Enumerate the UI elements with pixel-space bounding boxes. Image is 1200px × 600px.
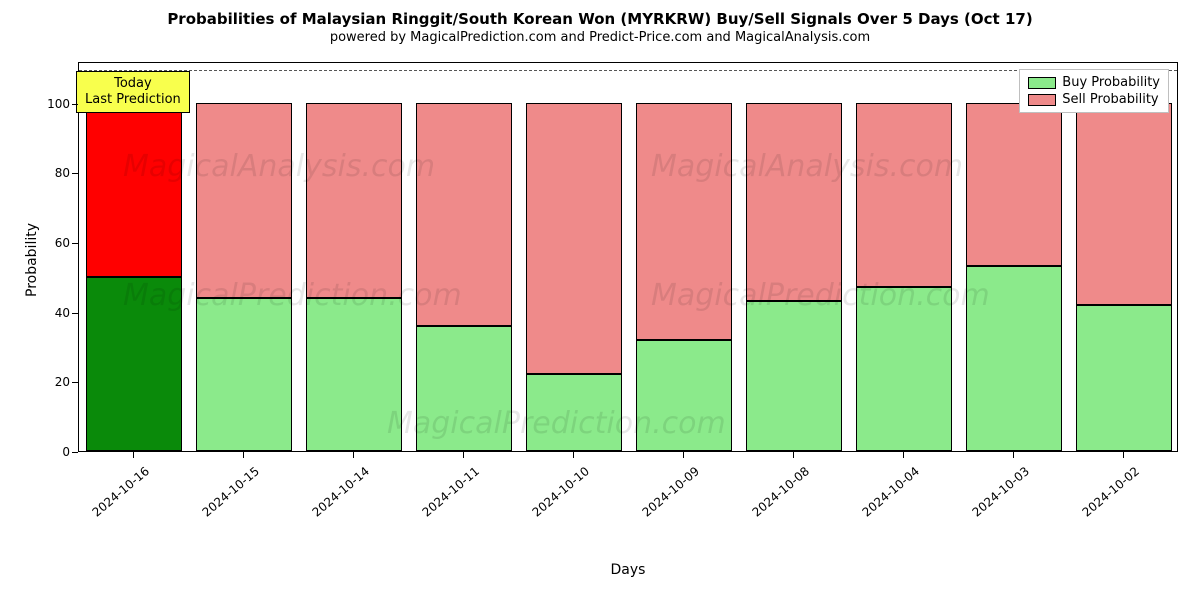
bar-group [526,61,623,451]
bar-sell [636,103,733,340]
bar-buy [746,301,843,451]
bar-buy [856,287,953,451]
bar-buy [1076,305,1173,451]
x-tick-mark [903,452,904,458]
y-tick-label: 20 [30,375,70,389]
bar-group [196,61,293,451]
y-tick-mark [72,313,78,314]
annotation-line: Today [85,76,181,92]
x-tick-mark [1013,452,1014,458]
x-tick-label: 2024-10-14 [309,464,372,520]
bar-buy [636,340,733,451]
y-tick-label: 40 [30,306,70,320]
x-tick-label: 2024-10-09 [639,464,702,520]
bar-group [746,61,843,451]
legend-swatch [1028,94,1056,106]
x-tick-label: 2024-10-11 [419,464,482,520]
bar-group [636,61,733,451]
y-tick-label: 100 [30,97,70,111]
x-tick-label: 2024-10-02 [1079,464,1142,520]
bar-buy [966,266,1063,451]
threshold-line [79,70,1177,71]
legend-label: Sell Probability [1062,92,1158,107]
y-tick-label: 0 [30,445,70,459]
bar-sell [86,103,183,277]
x-tick-label: 2024-10-15 [199,464,262,520]
x-tick-mark [1123,452,1124,458]
bar-buy [416,326,513,451]
x-tick-label: 2024-10-16 [89,464,152,520]
legend-item: Buy Probability [1028,74,1160,91]
legend-swatch [1028,77,1056,89]
bar-buy [526,374,623,451]
y-tick-mark [72,243,78,244]
plot-area: TodayLast Prediction Buy Probability Sell … [78,62,1178,452]
bar-group [856,61,953,451]
bar-group [306,61,403,451]
y-tick-label: 80 [30,166,70,180]
bar-buy [306,298,403,451]
legend: Buy Probability Sell Probability [1019,69,1169,113]
bar-sell [966,103,1063,267]
x-tick-label: 2024-10-10 [529,464,592,520]
x-tick-mark [133,452,134,458]
bar-sell [526,103,623,375]
y-tick-mark [72,452,78,453]
bar-sell [196,103,293,298]
bar-buy [86,277,183,451]
bar-sell [856,103,953,288]
legend-item: Sell Probability [1028,91,1160,108]
y-tick-mark [72,173,78,174]
y-tick-label: 60 [30,236,70,250]
today-annotation: TodayLast Prediction [76,71,190,114]
bar-sell [1076,103,1173,305]
bar-buy [196,298,293,451]
x-axis-label: Days [78,562,1178,578]
bar-group [966,61,1063,451]
bar-sell [306,103,403,298]
x-tick-label: 2024-10-08 [749,464,812,520]
x-tick-label: 2024-10-03 [969,464,1032,520]
x-tick-mark [243,452,244,458]
y-tick-mark [72,382,78,383]
y-axis-label: Probability [24,223,40,297]
chart-title: Probabilities of Malaysian Ringgit/South… [0,0,1200,28]
bar-group [1076,61,1173,451]
annotation-line: Last Prediction [85,92,181,108]
x-tick-mark [573,452,574,458]
x-tick-mark [353,452,354,458]
x-tick-mark [463,452,464,458]
chart-container: Probabilities of Malaysian Ringgit/South… [0,0,1200,600]
y-tick-mark [72,104,78,105]
bar-sell [416,103,513,326]
bar-sell [746,103,843,301]
legend-label: Buy Probability [1062,75,1160,90]
x-tick-mark [793,452,794,458]
bar-group [86,61,183,451]
x-tick-label: 2024-10-04 [859,464,922,520]
bar-group [416,61,513,451]
chart-subtitle: powered by MagicalPrediction.com and Pre… [0,28,1200,45]
x-tick-mark [683,452,684,458]
